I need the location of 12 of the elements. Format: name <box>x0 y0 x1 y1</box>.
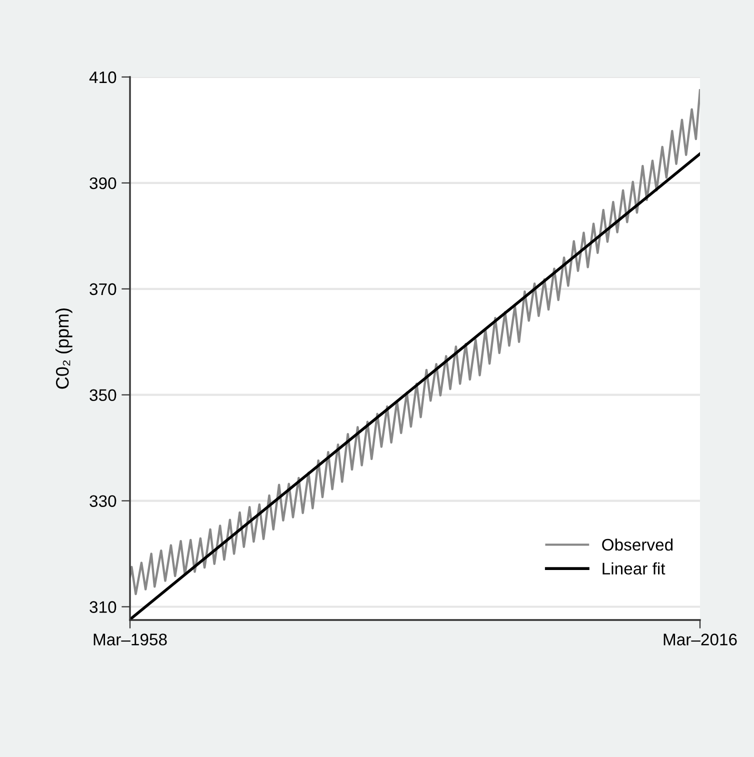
x-tick-label: Mar–1958 <box>94 634 167 646</box>
y-tick-label: 310 <box>90 601 116 613</box>
y-tick-label: 370 <box>90 283 116 296</box>
y-tick-label: 330 <box>90 495 116 508</box>
y-tick-label: 350 <box>90 389 116 402</box>
y-tick-label: 390 <box>90 177 116 190</box>
legend-label: Observed <box>602 538 673 551</box>
y-tick-label: 410 <box>89 71 116 84</box>
line-series <box>130 89 700 596</box>
legend-label: Linear fit <box>602 562 666 575</box>
y-axis-title: C0₂ (ppm) <box>56 308 72 389</box>
x-tick-label: Mar–2016 <box>664 634 737 646</box>
